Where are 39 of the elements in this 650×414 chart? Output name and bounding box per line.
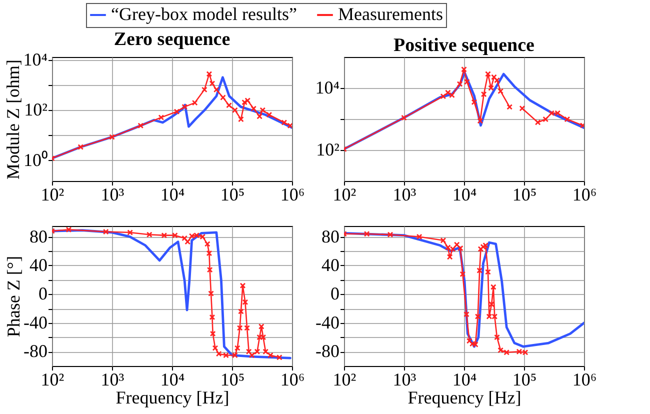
x-tick-label: 10⁶ xyxy=(280,370,305,390)
chart-title: Positive sequence xyxy=(394,35,534,56)
x-tick-label: 10⁶ xyxy=(572,184,597,204)
y-tick-label: 10² xyxy=(24,100,48,120)
y-axis-title: Phase Z [°] xyxy=(4,256,24,338)
y-tick-label: -80 xyxy=(24,341,48,362)
y-tick-label: 40 xyxy=(30,254,48,275)
x-axis-title: Frequency [Hz] xyxy=(116,388,230,408)
y-tick-label: -80 xyxy=(316,341,340,362)
x-axis-title: Frequency [Hz] xyxy=(408,388,522,408)
y-tick-label: 40 xyxy=(322,254,340,275)
x-tick-label: 10⁵ xyxy=(220,370,245,390)
x-tick-label: 10⁵ xyxy=(512,184,537,204)
y-tick-label: 0 xyxy=(330,284,340,304)
x-tick-label: 10⁴ xyxy=(160,370,185,390)
x-tick-label: 10³ xyxy=(100,370,125,390)
x-tick-label: 10⁴ xyxy=(452,184,477,204)
y-tick-label: -40 xyxy=(316,312,340,332)
y-tick-label: -40 xyxy=(24,312,48,332)
y-axis-title: Module Z [ohm] xyxy=(3,60,24,180)
x-tick-label: 10³ xyxy=(392,184,417,204)
x-tick-label: 10³ xyxy=(392,370,417,390)
x-tick-label: 10⁴ xyxy=(160,184,185,204)
y-tick-label: 0 xyxy=(38,284,48,304)
legend-label: “Grey-box model results” xyxy=(111,4,297,24)
x-tick-label: 10⁴ xyxy=(452,370,477,390)
y-tick-label: 10⁰ xyxy=(24,150,48,170)
x-tick-label: 10³ xyxy=(100,184,125,204)
y-tick-label: 10² xyxy=(316,140,340,160)
x-tick-label: 10⁶ xyxy=(572,370,597,390)
x-tick-label: 10⁵ xyxy=(220,184,245,204)
y-tick-label: 80 xyxy=(322,226,340,246)
y-tick-label: 80 xyxy=(30,226,48,246)
legend-label: Measurements xyxy=(338,4,443,24)
x-tick-label: 10⁶ xyxy=(280,184,305,204)
y-tick-label: 10⁴ xyxy=(315,78,340,98)
y-tick-label: 10⁴ xyxy=(23,49,48,70)
x-tick-label: 10⁵ xyxy=(512,370,537,390)
chart-title: Zero sequence xyxy=(114,28,230,50)
